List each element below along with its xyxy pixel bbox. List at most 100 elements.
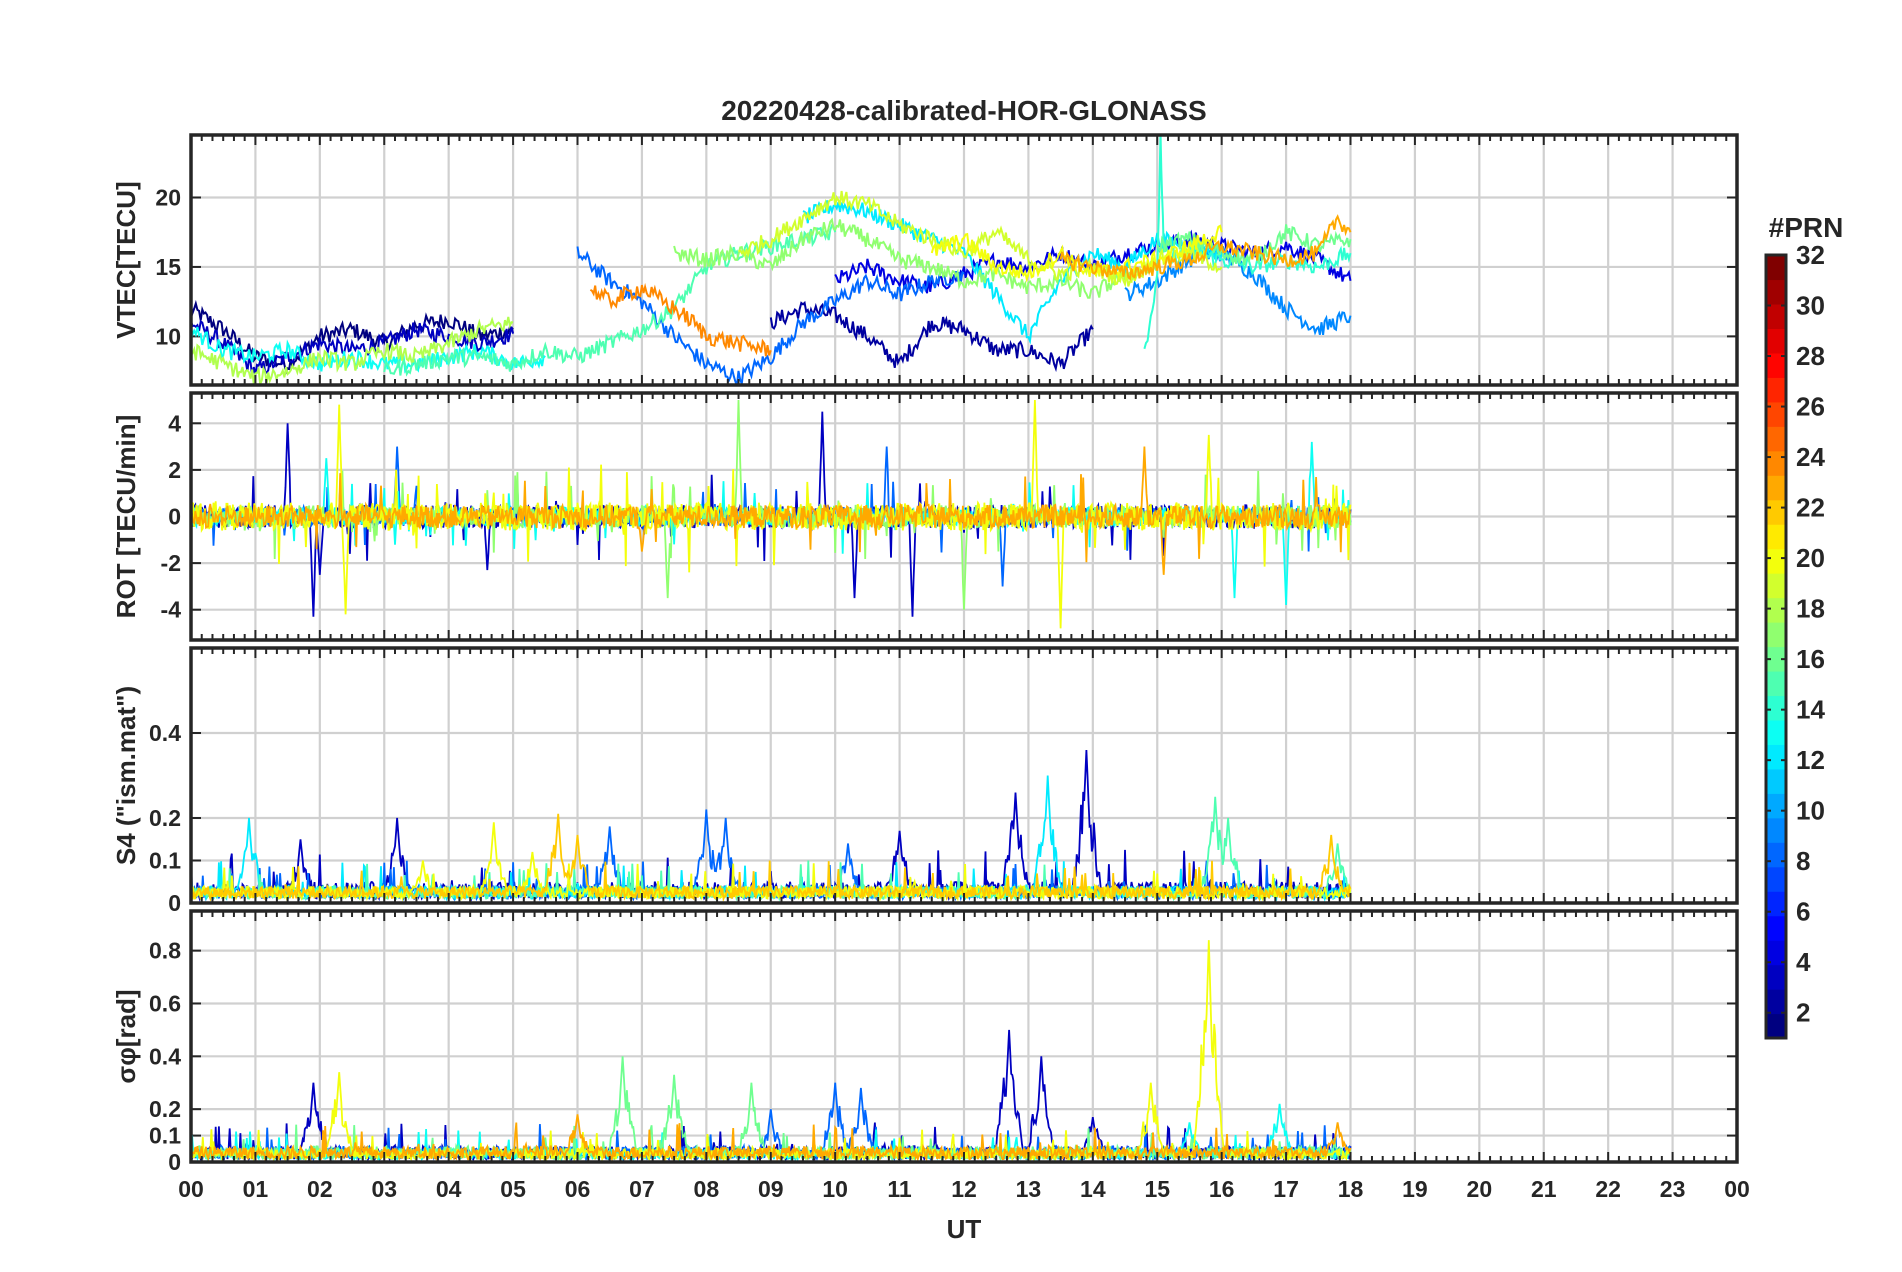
x-tick-label: 11 <box>887 1176 912 1202</box>
series-line-prn-12 <box>802 200 1223 345</box>
series-line-prn-23 <box>191 446 1352 575</box>
y-tick-label: 0.1 <box>149 1123 181 1149</box>
panel-vtec: 10 15 20 VTEC[TECU] <box>111 133 1739 387</box>
colorbar-label: #PRN <box>1769 212 1844 243</box>
colorbar-swatch <box>1766 768 1786 794</box>
y-tick-label: 0.2 <box>149 1096 181 1122</box>
y-tick-label: 0 <box>168 504 181 530</box>
y-tick-label: 15 <box>155 254 181 280</box>
colorbar-swatch <box>1766 719 1786 745</box>
panel-frame <box>189 646 1739 905</box>
y-tick-label: -2 <box>161 550 181 576</box>
y-tick-label: 0 <box>168 1149 181 1175</box>
panel-frame <box>189 391 1739 642</box>
colorbar-tick-label: 10 <box>1796 796 1825 826</box>
y-tick-label: 0.4 <box>149 720 181 746</box>
colorbar-swatch <box>1766 695 1786 721</box>
series-line-prn-23 <box>1059 214 1352 281</box>
x-tick-label: 17 <box>1273 1176 1299 1202</box>
series-group <box>191 399 1352 629</box>
x-axis-label: UT <box>947 1214 982 1244</box>
colorbar-tick-label: 22 <box>1796 493 1825 523</box>
y-axis-label-vtec: VTEC[TECU] <box>111 181 141 338</box>
x-tick-label: 20 <box>1467 1176 1493 1202</box>
x-tick-label: 06 <box>565 1176 591 1202</box>
colorbar-tick-label: 18 <box>1796 594 1825 624</box>
colorbar-swatch <box>1766 744 1786 770</box>
series-line-prn-2 <box>769 300 1094 373</box>
colorbar-swatch <box>1766 352 1786 378</box>
series-line-prn-1 <box>191 299 514 375</box>
colorbar-swatch <box>1766 597 1786 623</box>
colorbar-tick-label: 24 <box>1796 442 1825 472</box>
colorbar-swatch <box>1766 915 1786 941</box>
colorbar-tick-label: 14 <box>1796 695 1825 725</box>
colorbar-tick-label: 28 <box>1796 341 1825 371</box>
colorbar-swatch <box>1766 426 1786 452</box>
y-tick-label: 0.6 <box>149 990 181 1016</box>
panel-frame <box>189 909 1739 1164</box>
colorbar-swatch <box>1766 866 1786 892</box>
x-tick-label: 08 <box>694 1176 720 1202</box>
colorbar-swatch <box>1766 279 1786 305</box>
colorbar-tick-label: 32 <box>1796 240 1825 270</box>
series-line-prn-24 <box>589 282 772 357</box>
x-tick-label: 15 <box>1144 1176 1170 1202</box>
colorbar-tick-label: 6 <box>1796 897 1810 927</box>
colorbar-swatch <box>1766 646 1786 672</box>
x-tick-label: 22 <box>1595 1176 1621 1202</box>
colorbar-swatch <box>1766 817 1786 843</box>
colorbar-swatch <box>1766 989 1786 1015</box>
x-tick-label: 05 <box>500 1176 526 1202</box>
colorbar-swatch <box>1766 499 1786 525</box>
x-tick-label: 16 <box>1209 1176 1235 1202</box>
x-tick-label: 14 <box>1080 1176 1106 1202</box>
x-tick-label: 07 <box>629 1176 655 1202</box>
colorbar-tick-label: 20 <box>1796 543 1825 573</box>
x-tick-label: 12 <box>951 1176 977 1202</box>
y-tick-label: 20 <box>155 185 181 211</box>
x-tick-label: 00 <box>178 1176 204 1202</box>
colorbar-frame <box>1764 253 1788 1040</box>
colorbar-tick-label: 16 <box>1796 644 1825 674</box>
series-line-prn-13 <box>191 326 546 374</box>
colorbar-swatch <box>1766 1013 1786 1039</box>
colorbar-swatch <box>1766 303 1786 330</box>
x-tick-label: 18 <box>1338 1176 1364 1202</box>
x-tick-label: 21 <box>1531 1176 1557 1202</box>
x-tick-label: 09 <box>758 1176 784 1202</box>
x-tick-label: 19 <box>1402 1176 1428 1202</box>
y-tick-label: 4 <box>168 410 181 436</box>
y-axis-label-s4: S4 ("ism.mat") <box>111 686 141 865</box>
y-tick-label: -4 <box>161 597 182 623</box>
colorbar-swatch <box>1766 475 1786 501</box>
colorbar-tick-label: 12 <box>1796 745 1825 775</box>
colorbar-tick-label: 8 <box>1796 846 1810 876</box>
x-tick-label: 10 <box>822 1176 848 1202</box>
colorbar-swatch <box>1766 670 1786 697</box>
colorbar-swatch <box>1766 964 1786 990</box>
colorbar-swatch <box>1766 377 1786 403</box>
colorbar-tick-label: 4 <box>1796 947 1811 977</box>
colorbar-swatch <box>1766 793 1786 819</box>
colorbar-swatch <box>1766 328 1786 354</box>
colorbar-swatch <box>1766 524 1786 550</box>
x-tick-label: 04 <box>436 1176 462 1202</box>
y-tick-label: 10 <box>155 323 181 349</box>
y-tick-label: 0.4 <box>149 1043 181 1069</box>
y-tick-label: 0.8 <box>149 938 181 964</box>
series-group <box>191 135 1352 385</box>
x-tick-label: 03 <box>371 1176 397 1202</box>
colorbar-swatch <box>1766 622 1786 648</box>
colorbar-swatch <box>1766 573 1786 599</box>
panel-s4: 0 0.1 0.2 0.4 S4 ("ism.mat") <box>111 646 1739 916</box>
y-tick-label: 2 <box>168 457 181 483</box>
series-line-prn-17 <box>673 217 1159 299</box>
colorbar-swatch <box>1766 450 1786 476</box>
colorbar-swatch <box>1766 940 1786 966</box>
chart-title: 20220428-calibrated-HOR-GLONASS <box>721 95 1207 126</box>
x-tick-label: 23 <box>1660 1176 1686 1202</box>
